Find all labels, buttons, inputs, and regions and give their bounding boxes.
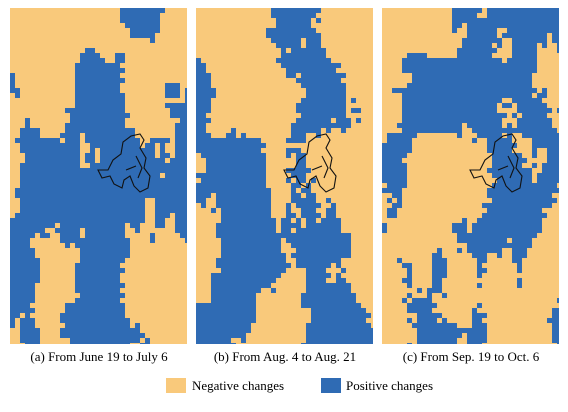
figure: (a) From June 19 to July 6 (b) From Aug.… [0,0,568,407]
panel-caption: (a) From June 19 to July 6 [30,349,168,364]
panel-caption: (b) From Aug. 4 to Aug. 21 [214,349,356,364]
legend-label: Positive changes [346,378,433,393]
legend-label: Negative changes [192,378,284,393]
panel-caption: (c) From Sep. 19 to Oct. 6 [403,349,540,364]
legend-swatch [166,378,186,393]
legend-swatch [321,378,341,393]
